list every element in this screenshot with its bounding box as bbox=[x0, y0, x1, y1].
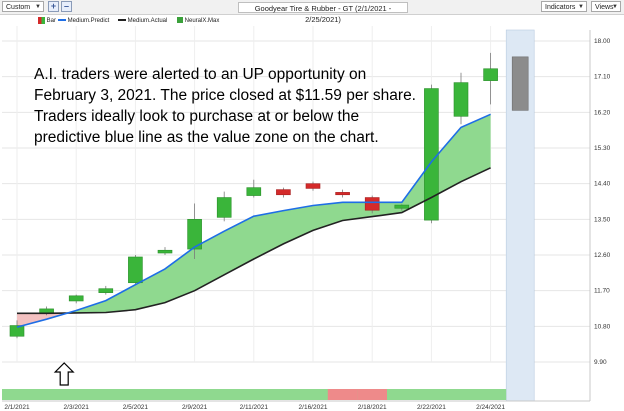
candle-body bbox=[305, 183, 321, 189]
candle bbox=[394, 204, 410, 211]
candle bbox=[483, 52, 498, 105]
candle bbox=[305, 181, 321, 191]
x-tick-label: 2/24/2021 bbox=[476, 404, 505, 411]
y-axis: 9.90 10.80 11.70 12.60 13.50 14.40 15.30 16.20 1… bbox=[589, 30, 611, 401]
candle bbox=[246, 179, 262, 198]
x-tick-label: 2/3/2021 bbox=[64, 404, 90, 411]
y-tick-label: 18.00 bbox=[594, 38, 611, 45]
line-icon bbox=[58, 19, 66, 22]
line-icon bbox=[118, 19, 126, 22]
chevron-down-icon: ▼ bbox=[578, 4, 584, 10]
legend-item-medium-actual[interactable]: Medium.Actual bbox=[118, 15, 167, 27]
legend-label: NeuralX.Max bbox=[184, 18, 220, 24]
medium-actual-line bbox=[17, 167, 491, 315]
candle-body bbox=[483, 68, 498, 81]
candle bbox=[335, 189, 350, 198]
legend: Bar Medium.Predict Medium.Actual NeuralX… bbox=[0, 15, 560, 27]
medium-predict-line bbox=[16, 113, 491, 328]
x-tick-label: 2/1/2021 bbox=[4, 404, 30, 411]
y-tick-label: 11.70 bbox=[594, 288, 610, 295]
chart-title: Goodyear Tire & Rubber - GT (2/1/2021 - … bbox=[238, 2, 408, 24]
candle bbox=[98, 285, 114, 295]
chevron-down-icon: ▼ bbox=[612, 4, 618, 10]
signal-strip bbox=[2, 389, 507, 400]
remove-button[interactable]: – bbox=[61, 1, 72, 12]
signal-segment-down bbox=[357, 389, 387, 400]
candle-body bbox=[68, 295, 84, 302]
chevron-down-icon: ▼ bbox=[35, 4, 41, 10]
x-tick-label: 2/18/2021 bbox=[358, 404, 387, 411]
candle-body bbox=[453, 82, 469, 117]
legend-label: Medium.Predict bbox=[67, 18, 110, 24]
x-tick-label: 2/22/2021 bbox=[417, 404, 446, 411]
y-tick-label: 10.80 bbox=[594, 323, 611, 330]
y-tick-label: 9.90 bbox=[594, 359, 607, 366]
add-button[interactable]: + bbox=[48, 1, 59, 12]
legend-item-bar[interactable]: Bar bbox=[38, 15, 56, 27]
candle bbox=[187, 203, 202, 259]
candle-body bbox=[335, 192, 350, 196]
annotation-text: A.I. traders were alerted to an UP oppor… bbox=[34, 66, 416, 146]
candle bbox=[157, 247, 173, 255]
y-tick-label: 14.40 bbox=[594, 181, 611, 188]
candles bbox=[9, 52, 498, 339]
toolbar: Custom ▼ + – Goodyear Tire & Rubber - GT… bbox=[0, 0, 624, 24]
candle-body bbox=[187, 219, 202, 250]
candle-body bbox=[364, 197, 380, 211]
legend-label: Medium.Actual bbox=[127, 18, 168, 24]
candle-body bbox=[394, 204, 410, 209]
candle-body bbox=[9, 325, 25, 337]
range-select-value: Custom bbox=[6, 4, 31, 11]
candle bbox=[9, 320, 25, 339]
up-arrow-icon bbox=[53, 362, 75, 386]
y-tick-label: 13.50 bbox=[594, 216, 611, 223]
x-tick-label: 2/11/2021 bbox=[240, 404, 269, 411]
legend-item-medium-predict[interactable]: Medium.Predict bbox=[58, 15, 109, 27]
y-tick-label: 12.60 bbox=[594, 252, 611, 259]
x-axis: 2/1/2021 2/3/2021 2/5/2021 2/9/2021 2/11/202… bbox=[2, 400, 590, 411]
candle bbox=[128, 255, 143, 285]
legend-item-neuralx-max[interactable]: NeuralX.Max bbox=[177, 15, 219, 27]
candle bbox=[364, 195, 380, 214]
candle-body bbox=[98, 288, 114, 293]
y-tick-label: 17.10 bbox=[594, 74, 611, 81]
indicators-menu[interactable]: Indicators ▼ bbox=[541, 1, 587, 12]
views-menu[interactable]: Views ▼ bbox=[591, 1, 621, 12]
indicators-label: Indicators bbox=[545, 4, 576, 11]
x-tick-label: 2/9/2021 bbox=[182, 404, 208, 411]
forecast-range-box bbox=[511, 56, 529, 111]
signal-strip-background bbox=[2, 389, 507, 400]
candle bbox=[453, 72, 469, 125]
signal-segment-down bbox=[327, 389, 358, 400]
x-tick-label: 2/5/2021 bbox=[123, 404, 149, 411]
candle-body bbox=[246, 187, 262, 196]
y-tick-label: 15.30 bbox=[594, 145, 611, 152]
candle bbox=[276, 187, 291, 198]
candle bbox=[216, 191, 232, 222]
candle-body bbox=[276, 189, 291, 196]
y-tick-label: 16.20 bbox=[594, 109, 611, 116]
candle-body bbox=[128, 256, 143, 284]
bar-icon bbox=[38, 16, 45, 24]
candle bbox=[68, 294, 84, 304]
views-label: Views bbox=[595, 4, 614, 11]
candle-body bbox=[157, 249, 173, 254]
box-icon bbox=[177, 17, 183, 24]
x-tick-label: 2/16/2021 bbox=[299, 404, 328, 411]
range-select[interactable]: Custom ▼ bbox=[2, 1, 44, 12]
buy-signal-arrow bbox=[53, 362, 75, 386]
candle-body bbox=[216, 197, 232, 218]
legend-label: Bar bbox=[46, 18, 57, 24]
